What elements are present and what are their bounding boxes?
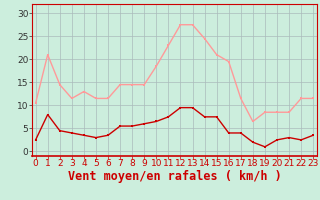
X-axis label: Vent moyen/en rafales ( km/h ): Vent moyen/en rafales ( km/h ) [68, 170, 281, 183]
